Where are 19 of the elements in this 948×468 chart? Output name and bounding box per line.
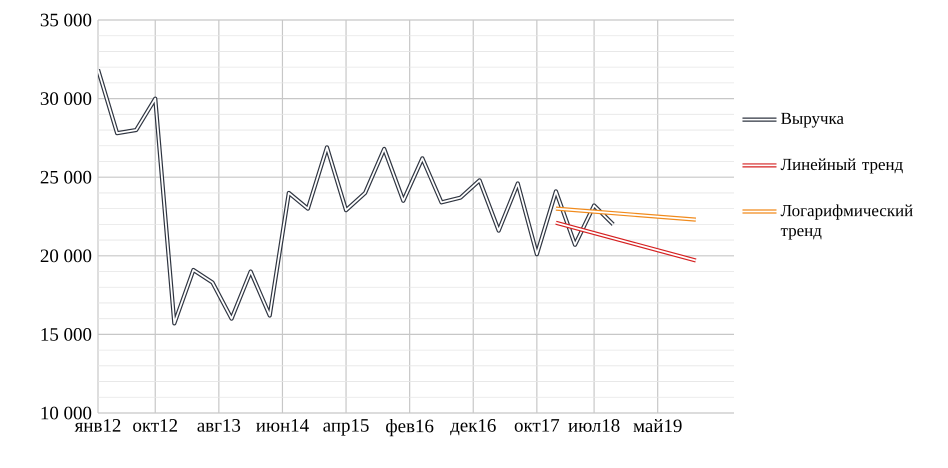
x-tick-label: дек16 bbox=[450, 419, 496, 436]
legend-label: Линейный тренд bbox=[780, 158, 903, 174]
y-tick-label: 10 000 bbox=[42, 406, 92, 420]
legend-label: Выручка bbox=[781, 112, 844, 128]
legend-label: Логарифмический тренд bbox=[780, 204, 913, 240]
x-tick-label: янв12 bbox=[74, 419, 120, 432]
x-tick-label: апр15 bbox=[323, 419, 369, 436]
x-tick-label: фев16 bbox=[386, 419, 434, 436]
y-tick-label: 20 000 bbox=[40, 249, 92, 262]
x-tick-label: июн14 bbox=[256, 419, 309, 432]
y-tick-label: 30 000 bbox=[40, 92, 92, 105]
x-tick-label: авг13 bbox=[197, 419, 240, 432]
x-tick-label: окт17 bbox=[514, 419, 560, 432]
x-tick-label: май19 bbox=[633, 419, 682, 432]
y-tick-label: 15 000 bbox=[42, 328, 92, 341]
y-tick-label: 35 000 bbox=[40, 14, 92, 26]
x-tick-label: окт12 bbox=[133, 419, 178, 432]
y-tick-label: 25 000 bbox=[40, 170, 92, 184]
x-tick-label: июл18 bbox=[568, 419, 620, 432]
